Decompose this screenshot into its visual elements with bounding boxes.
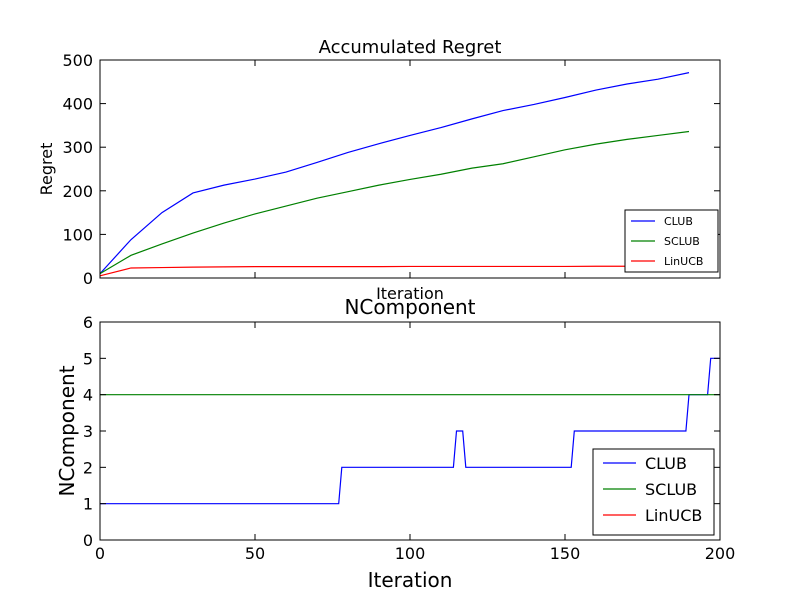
regret-y-tick-label: 300 (62, 138, 93, 157)
ncomponent-series-club-line (100, 357, 720, 505)
ncomponent-y-tick-label: 2 (83, 458, 93, 477)
ncomponent-legend: CLUB SCLUB LinUCB (592, 448, 715, 536)
regret-series-sclub-line (99, 130, 690, 275)
ncomponent-x-tick-label: 200 (705, 544, 736, 563)
ncomponent-y-tick-label: 5 (83, 349, 93, 368)
ncomponent-y-tick-label: 1 (83, 495, 93, 514)
regret-y-tick-label: 200 (62, 182, 93, 201)
regret-y-tick-label: 0 (83, 269, 93, 288)
regret-legend-sclub-label: SCLUB (664, 235, 700, 248)
regret-y-tick-label: 100 (62, 225, 93, 244)
ncomponent-y-tick-label: 3 (83, 422, 93, 441)
regret-plot: Accumulated Regret Regret 0 100 200 300 400 5… (37, 37, 721, 303)
regret-series-club-line (99, 72, 690, 275)
regret-y-tick-label: 500 (62, 51, 93, 70)
ncomponent-y-tick-label: 0 (83, 531, 93, 550)
ncomponent-x-tick-label: 100 (395, 544, 426, 563)
regret-y-axis-label: Regret (37, 143, 56, 196)
ncomponent-y-tick-label: 6 (83, 313, 93, 332)
regret-x-axis-label: Iteration (376, 284, 444, 303)
ncomponent-legend-sclub-label: SCLUB (645, 480, 697, 499)
regret-legend: CLUB SCLUB LinUCB (624, 209, 719, 273)
ncomponent-plot: NComponent NComponent 0 1 2 3 4 5 6 0 50 100 150 2… (55, 295, 735, 592)
ncomponent-x-tick-label: 50 (245, 544, 265, 563)
ncomponent-x-tick-label: 0 (95, 544, 105, 563)
ncomponent-y-tick-label: 4 (83, 386, 93, 405)
ncomponent-chart-title: NComponent (344, 295, 475, 319)
ncomponent-x-tick-label: 150 (550, 544, 581, 563)
ncomponent-legend-linucb-label: LinUCB (645, 506, 702, 525)
regret-legend-club-label: CLUB (664, 215, 693, 228)
regret-legend-linucb-label: LinUCB (664, 255, 703, 268)
ncomponent-y-axis-label: NComponent (55, 365, 79, 496)
regret-chart-title: Accumulated Regret (319, 37, 502, 58)
ncomponent-legend-club-label: CLUB (645, 454, 687, 473)
ncomponent-x-axis-label: Iteration (368, 568, 453, 592)
regret-series-linucb-line (99, 265, 689, 277)
regret-y-tick-label: 400 (62, 95, 93, 114)
